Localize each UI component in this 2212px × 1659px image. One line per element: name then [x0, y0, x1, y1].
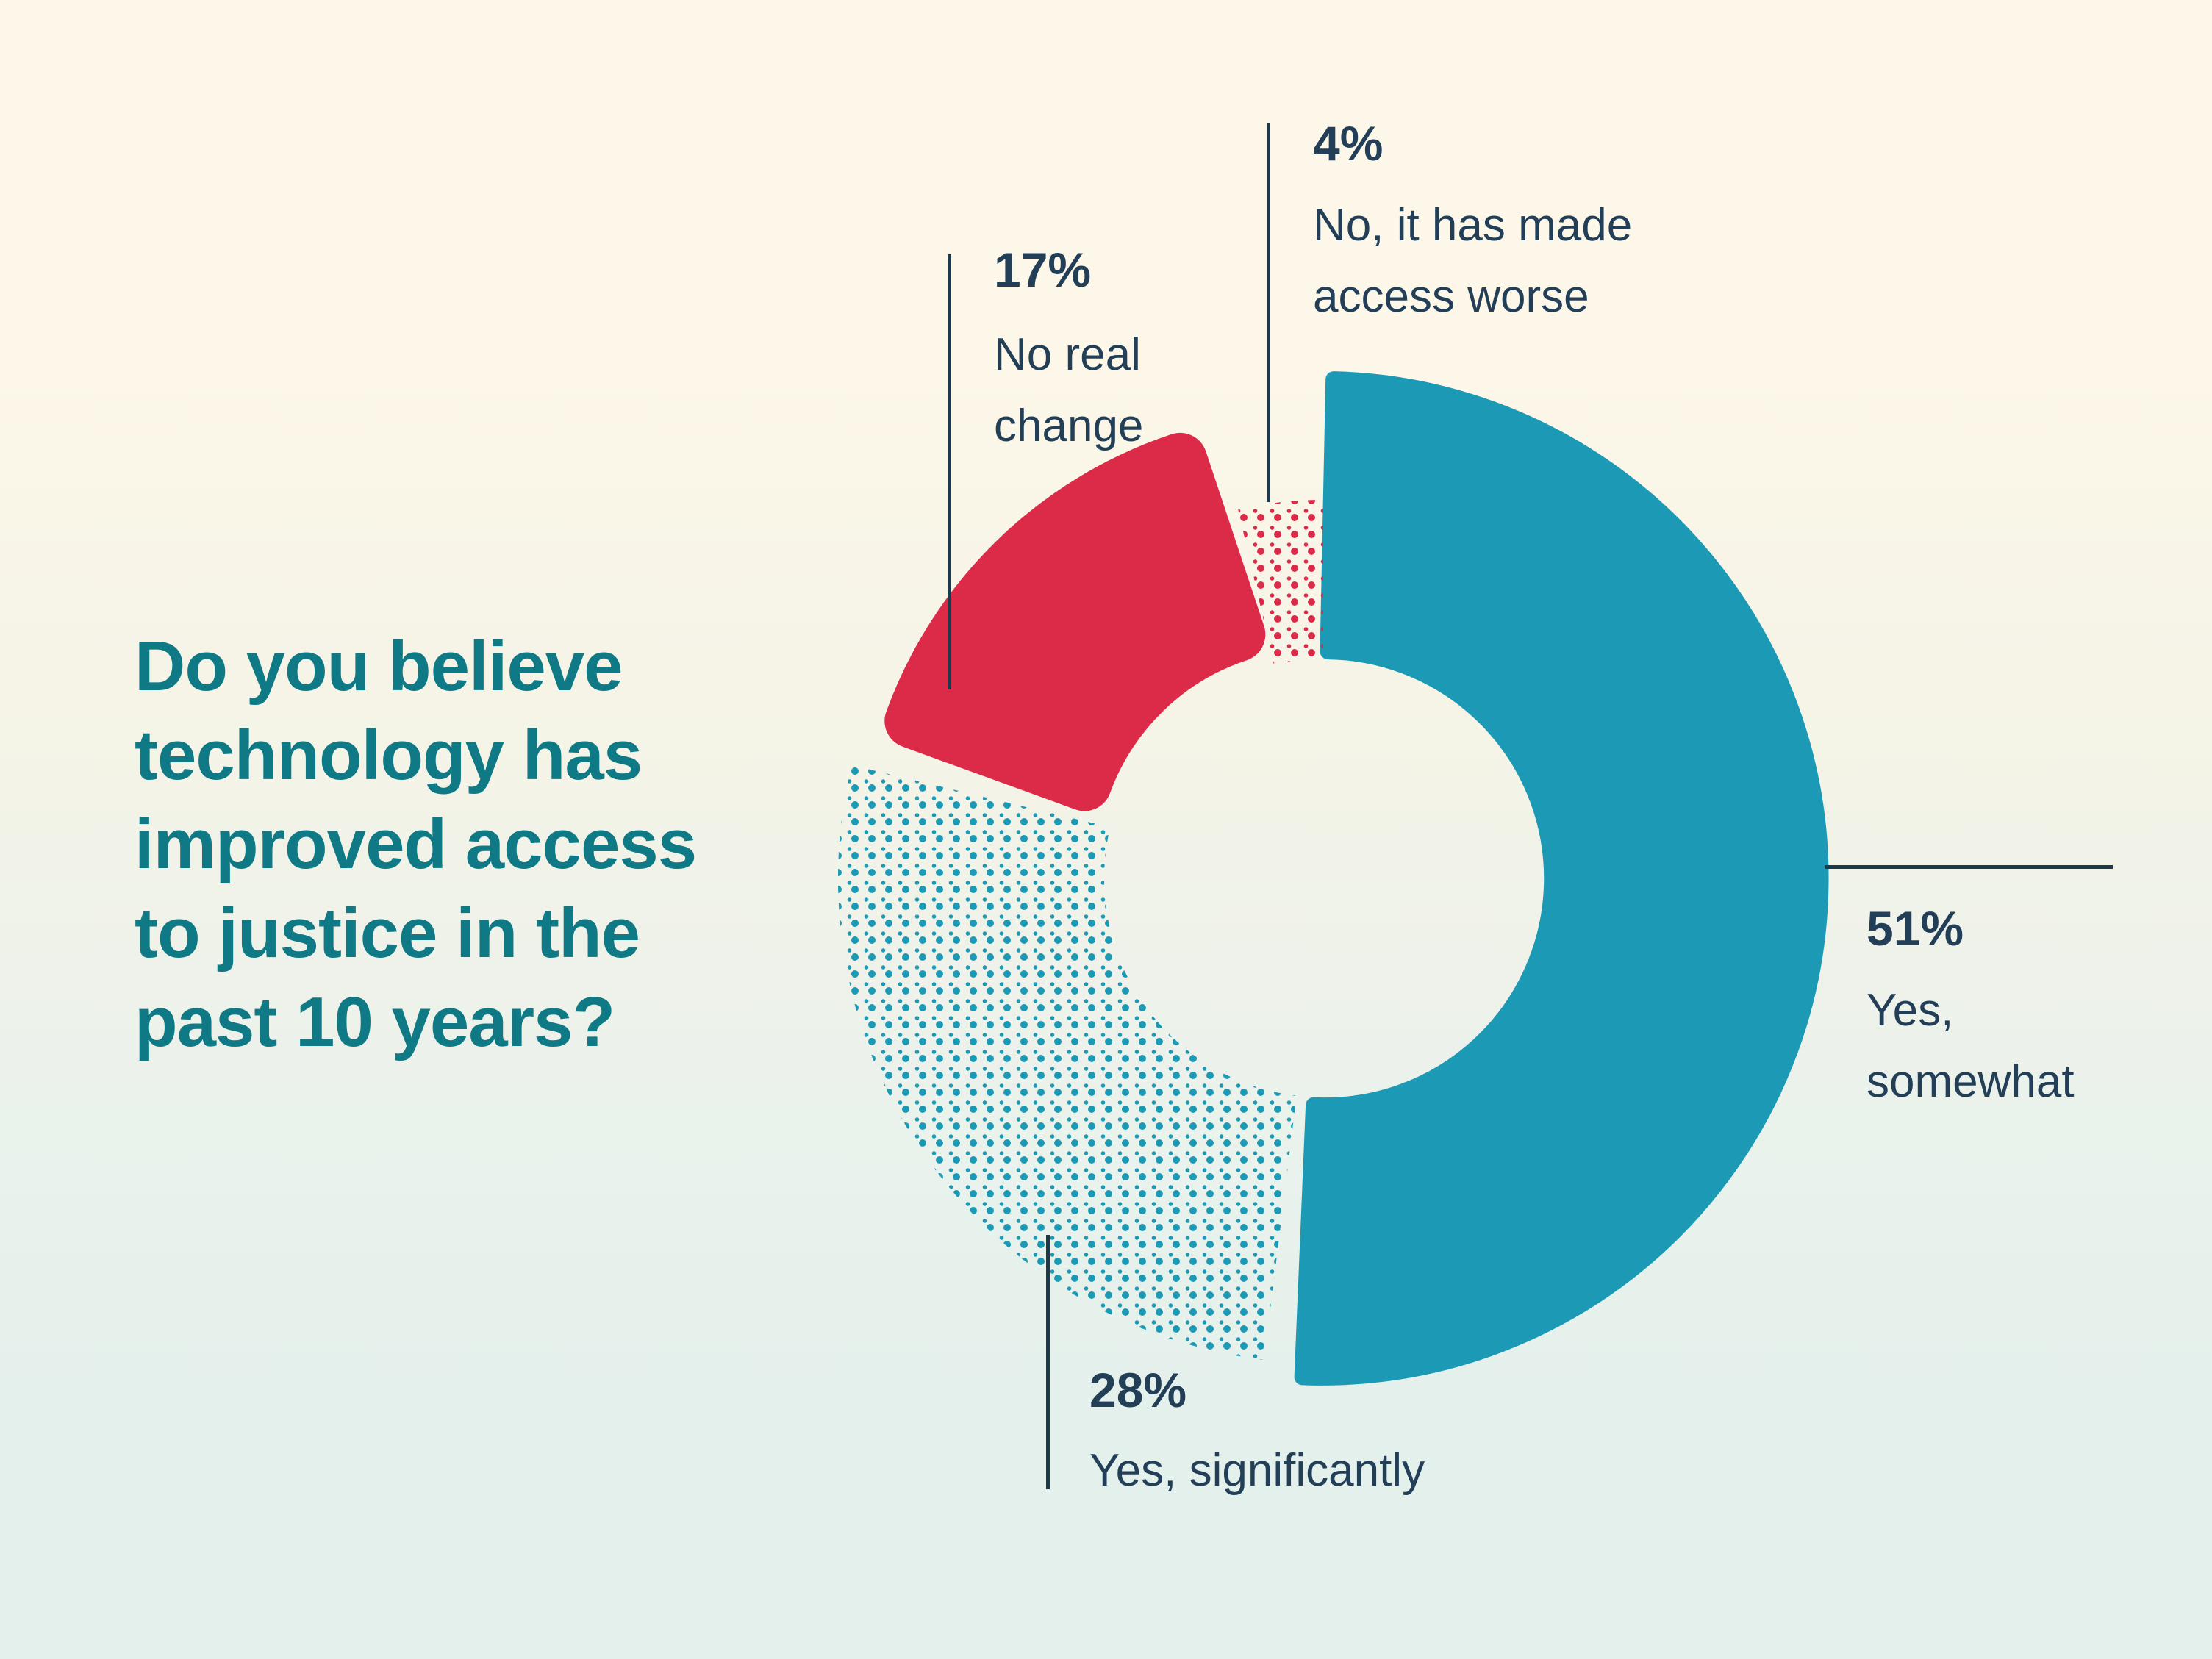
- segment-label: No real change: [994, 329, 1144, 451]
- segment-label: Yes, somewhat: [1866, 985, 2075, 1107]
- segment-no-real-change: [884, 432, 1266, 811]
- segment-value: 28%: [1089, 1363, 1187, 1417]
- segment-no-it-has-made-access-worse: [1238, 500, 1323, 665]
- question-line: past 10 years?: [135, 983, 615, 1061]
- segment-value: 17%: [994, 243, 1092, 297]
- leader-line-51pct: [1825, 865, 2113, 869]
- segment-yes-somewhat: [1294, 371, 1829, 1386]
- question-line: to justice in the: [135, 894, 640, 972]
- leader-line-17pct: [948, 254, 951, 689]
- question-line: technology has: [135, 716, 643, 795]
- segment-yes-significantly: [837, 764, 1297, 1361]
- leader-line-4pct: [1267, 123, 1270, 502]
- segment-value: 51%: [1866, 901, 1964, 956]
- question-line: Do you believe: [135, 627, 623, 706]
- question-line: improved access: [135, 805, 697, 884]
- callout-no-real-change: 17% No real change: [994, 244, 1143, 462]
- callout-yes-somewhat: 51% Yes, somewhat: [1866, 903, 2075, 1117]
- chart-question: Do you believe technology has improved a…: [135, 622, 855, 1067]
- segment-label: Yes, significantly: [1089, 1445, 1425, 1496]
- leader-line-28pct: [1046, 1235, 1050, 1489]
- callout-no-worse: 4% No, it has made access worse: [1313, 118, 1632, 332]
- callout-yes-significantly: 28% Yes, significantly: [1089, 1364, 1425, 1506]
- segment-value: 4%: [1313, 116, 1384, 171]
- segment-label: No, it has made access worse: [1313, 200, 1633, 322]
